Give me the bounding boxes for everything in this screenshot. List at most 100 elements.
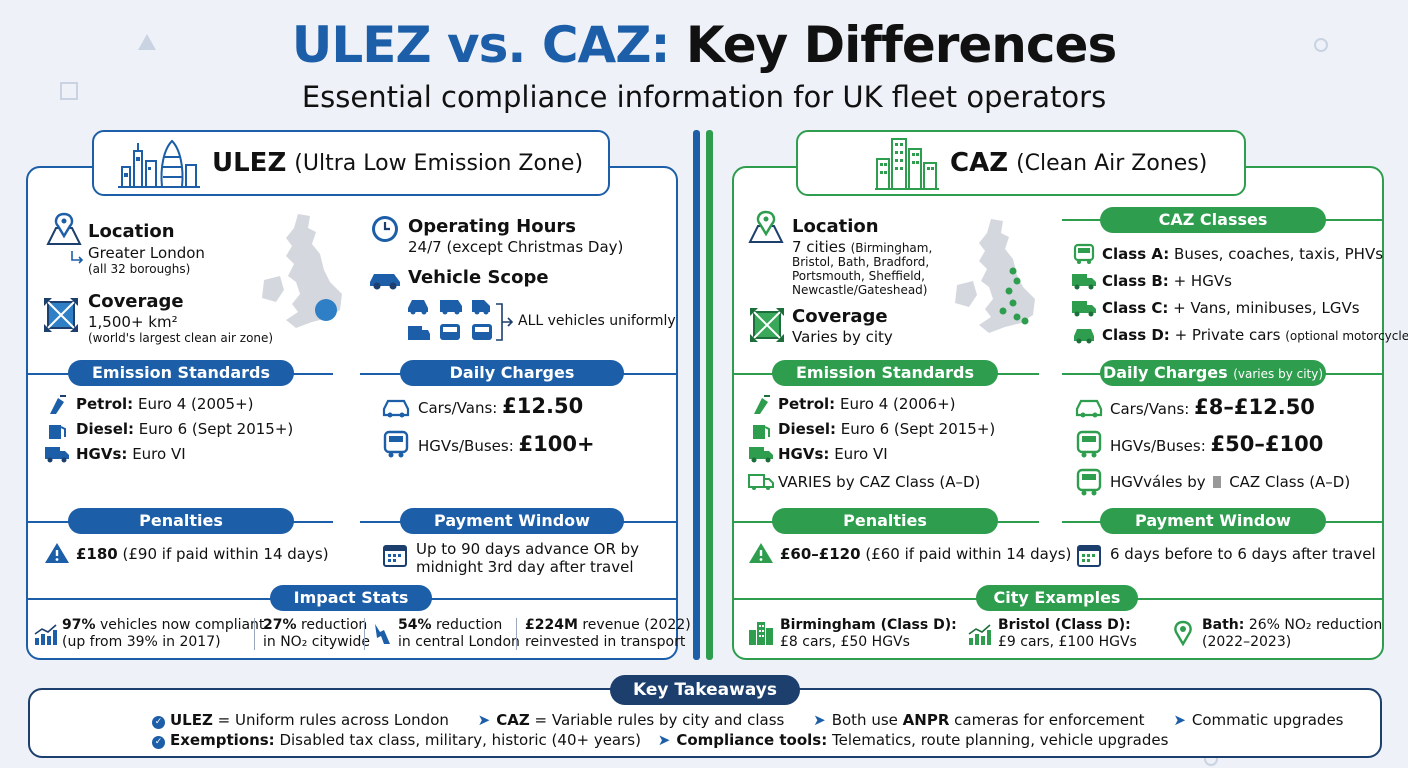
- takeaways-row-2: ✓ Exemptions: Disabled tax class, militar…: [152, 731, 1168, 749]
- ulez-penalty: £180 (£90 if paid within 14 days): [76, 545, 329, 563]
- car-icon: [1075, 399, 1103, 418]
- calendar-icon: [1077, 545, 1101, 567]
- caz-penalties-title: Penalties: [772, 508, 998, 534]
- caz-location-note-2: Bristol, Bath, Bradford,: [792, 255, 930, 269]
- caz-coverage-label: Coverage: [792, 306, 888, 327]
- uk-map-icon: [262, 214, 342, 328]
- ulez-stat-4-note: reinvested in transport: [525, 634, 686, 650]
- decorative-circle: [1314, 38, 1328, 52]
- check-icon: ✓: [152, 716, 165, 729]
- caz-city-2-value: £9 cars, £100 HGVs: [998, 634, 1137, 650]
- caz-coverage-value: Varies by city: [792, 328, 893, 346]
- caz-location-value: 7 cities (Birmingham,: [792, 238, 933, 256]
- caz-emission-title: Emission Standards: [772, 360, 998, 386]
- warning-icon: [45, 543, 69, 563]
- ulez-coverage-value: 1,500+ km²: [88, 313, 178, 331]
- ulez-payment-line2: midnight 3rd day after travel: [416, 558, 634, 576]
- clock-icon: [372, 216, 398, 242]
- ulez-coverage-label: Coverage: [88, 291, 184, 312]
- ulez-location-value: Greater London: [88, 244, 205, 262]
- chevron-right-icon: ➤: [477, 711, 491, 729]
- ulez-location-note: (all 32 boroughs): [88, 262, 191, 276]
- vehicle-fleet-icon: [408, 300, 492, 340]
- stat-separator: [364, 618, 365, 650]
- car-icon: [1074, 329, 1094, 344]
- caz-charges-title: Daily Charges (varies by city): [1100, 360, 1326, 386]
- ulez-stat-1-note: (up from 39% in 2017): [62, 634, 221, 650]
- bar-chart-icon: [968, 624, 991, 645]
- ulez-panel: [26, 166, 678, 660]
- warning-icon: [749, 543, 773, 563]
- caz-varies: VARIES by CAZ Class (A–D): [778, 473, 981, 491]
- caz-city-3: Bath: 26% NO₂ reduction: [1202, 617, 1383, 633]
- bar-chart-icon: [34, 624, 57, 645]
- caz-city-title: City Examples: [976, 585, 1138, 611]
- ulez-petrol: Petrol: Euro 4 (2005+): [76, 395, 254, 413]
- caz-location-note-4: Newcastle/Gateshead): [792, 283, 928, 297]
- caz-city-3-note: (2022–2023): [1202, 634, 1292, 650]
- caz-city-1-label: Birmingham (Class D):: [780, 617, 957, 633]
- city-buildings-icon: [875, 138, 939, 190]
- diesel-pump-icon: [753, 425, 770, 439]
- caz-location-note-3: Portsmouth, Sheffield,: [792, 269, 925, 283]
- caz-location-label: Location: [792, 216, 879, 237]
- ulez-diesel: Diesel: Euro 6 (Sept 2015+): [76, 420, 294, 438]
- caz-penalty: £60–£120 (£60 if paid within 14 days): [780, 545, 1072, 563]
- caz-hgv: HGVs: Euro VI: [778, 445, 888, 463]
- caz-class-d: Class D: + Private cars (optional motorc…: [1102, 326, 1408, 344]
- takeaways-row-1: ✓ ULEZ = Uniform rules across London ➤ CAZ…: [152, 711, 1344, 729]
- fuel-pump-icon: [50, 395, 66, 414]
- truck-icon: [1072, 274, 1096, 290]
- ulez-stat-3: 54% reduction: [398, 617, 503, 633]
- stat-separator: [254, 618, 255, 650]
- bus-icon: [1076, 468, 1102, 496]
- ulez-emission-title: Emission Standards: [68, 360, 294, 386]
- ulez-coverage-note: (world's largest clean air zone): [88, 331, 274, 345]
- london-skyline-icon: [118, 139, 200, 188]
- caz-payment-title: Payment Window: [1100, 508, 1326, 534]
- ulez-cars-charge: Cars/Vans: £12.50: [418, 394, 584, 418]
- ulez-stat-2-note: in NO₂ citywide: [263, 634, 370, 650]
- ulez-scope-value: ALL vehicles uniformly: [518, 313, 676, 329]
- truck-icon: [45, 447, 69, 463]
- city-buildings-icon: [749, 622, 773, 645]
- car-icon: [370, 274, 400, 290]
- arrow-icon: [71, 251, 84, 264]
- truck-outline-icon: [748, 474, 774, 490]
- center-divider-blue: [693, 130, 700, 660]
- ulez-hgvbus-charge: HGVs/Buses: £100+: [418, 432, 595, 456]
- chevron-right-icon: ➤: [813, 711, 826, 729]
- ulez-header-name: (Ultra Low Emission Zone): [294, 150, 584, 176]
- stat-separator: [516, 618, 517, 650]
- map-pin-icon: [748, 210, 784, 243]
- ulez-hgv: HGVs: Euro VI: [76, 445, 186, 463]
- center-divider-green: [706, 130, 713, 660]
- key-takeaways-title: Key Takeaways: [610, 675, 800, 705]
- chevron-right-icon: ➤: [657, 731, 671, 749]
- caz-cars-charge: Cars/Vans: £8–£12.50: [1110, 395, 1315, 419]
- decorative-square: [60, 82, 78, 100]
- caz-hgv-varies: HGVváles by CAZ Class (A–D): [1110, 473, 1351, 491]
- map-pin-icon: [46, 212, 82, 245]
- truck-icon: [749, 447, 773, 463]
- ulez-location-label: Location: [88, 221, 175, 242]
- ulez-impact-title: Impact Stats: [270, 585, 432, 611]
- bus-icon: [1073, 243, 1095, 264]
- caz-petrol: Petrol: Euro 4 (2006+): [778, 395, 956, 413]
- caz-payment-value: 6 days before to 6 days after travel: [1110, 545, 1376, 563]
- caz-city-2-label: Bristol (Class D):: [998, 617, 1131, 633]
- bus-icon: [383, 430, 409, 458]
- location-pin-icon: [1174, 620, 1192, 646]
- car-icon: [382, 399, 410, 418]
- ulez-scope-label: Vehicle Scope: [408, 267, 549, 288]
- ulez-payment-line1: Up to 90 days advance OR by: [416, 540, 640, 558]
- caz-header: CAZ (Clean Air Zones): [796, 130, 1246, 196]
- ulez-hours-label: Operating Hours: [408, 216, 576, 237]
- ulez-header-abbr: ULEZ: [212, 148, 287, 178]
- page-title: ULEZ vs. CAZ: Key Differences: [291, 16, 1117, 74]
- check-icon: ✓: [152, 736, 165, 749]
- caz-class-b: Class B: + HGVs: [1102, 272, 1232, 290]
- diesel-pump-icon: [49, 425, 66, 439]
- trend-down-icon: [375, 624, 390, 644]
- ulez-stat-4: £224M revenue (2022): [525, 617, 691, 633]
